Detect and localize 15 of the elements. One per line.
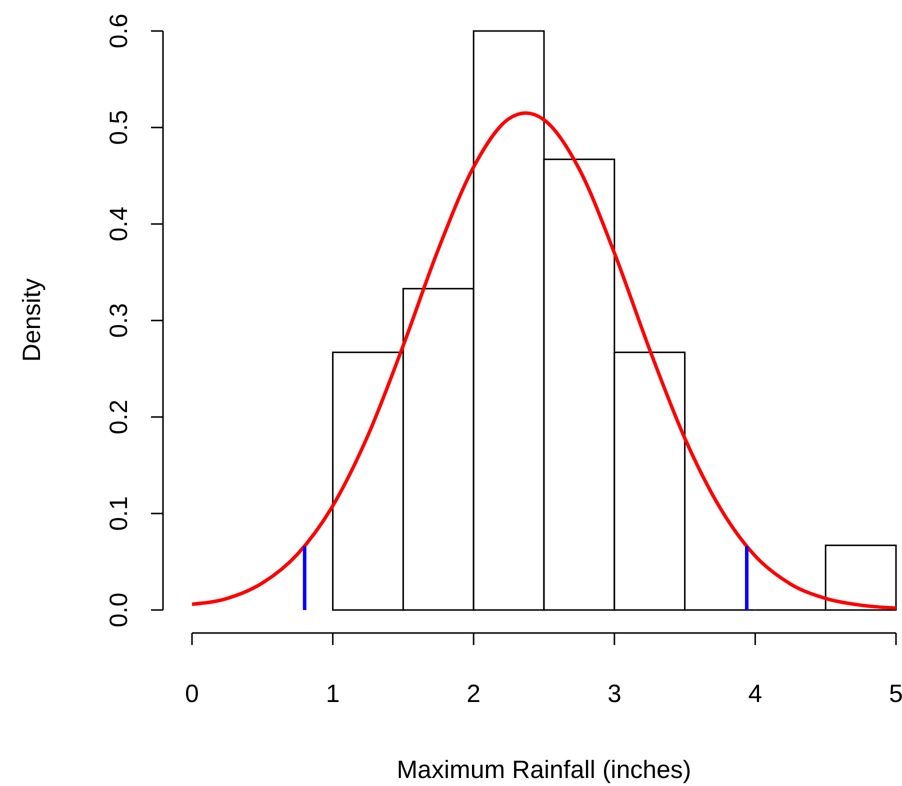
x-tick-label: 2	[466, 680, 481, 708]
x-tick-label: 3	[607, 680, 622, 708]
x-tick-label: 5	[889, 680, 902, 708]
y-tick-label: 0.1	[105, 496, 133, 531]
y-tick-label: 0.6	[105, 14, 133, 48]
x-tick-label: 4	[748, 680, 762, 708]
y-axis-title: Density	[18, 278, 46, 362]
y-tick-label: 0.3	[105, 303, 133, 338]
y-tick-label: 0.5	[105, 110, 133, 145]
y-tick-label: 0.0	[105, 592, 133, 628]
x-tick-label: 0	[185, 680, 199, 708]
y-tick-label: 0.4	[105, 206, 133, 242]
x-axis-title: Maximum Rainfall (inches)	[396, 756, 692, 784]
y-tick-label: 0.2	[105, 400, 133, 434]
x-tick-label: 1	[326, 680, 340, 708]
